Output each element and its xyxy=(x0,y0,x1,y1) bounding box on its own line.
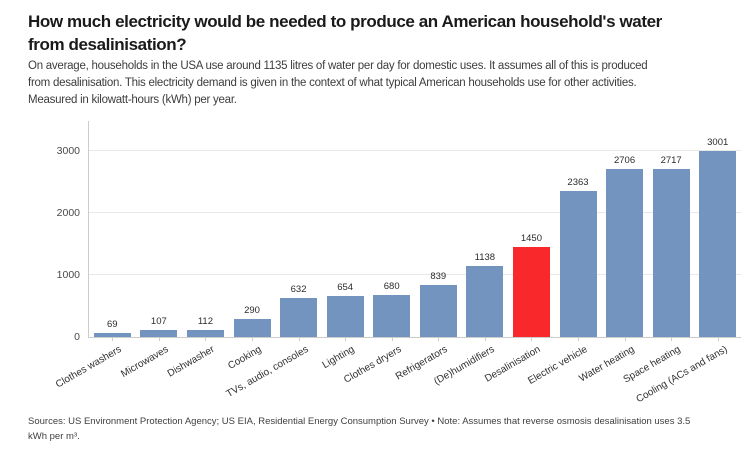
x-axis-tick xyxy=(578,337,579,341)
bar-value-label: 112 xyxy=(197,316,213,328)
x-axis-tick xyxy=(624,337,626,341)
bar-value-label: 2363 xyxy=(567,176,589,188)
bar-value-label: 680 xyxy=(383,280,400,292)
bar xyxy=(140,330,178,337)
y-tick-label: 1000 xyxy=(56,269,80,281)
bar-value-label: 654 xyxy=(337,282,354,294)
bar xyxy=(466,266,504,337)
bar-value-label: 839 xyxy=(430,270,447,282)
bar xyxy=(186,330,224,337)
bar-highlight-desalinisation xyxy=(512,247,550,337)
x-axis-tick xyxy=(298,337,300,341)
chart-subtitle: On average, households in the USA use ar… xyxy=(28,60,648,106)
bar xyxy=(606,169,644,337)
bar xyxy=(559,190,597,337)
x-axis-tick xyxy=(158,337,160,341)
chart-title: How much electricity would be needed to … xyxy=(28,12,662,54)
x-axis-tick xyxy=(671,337,673,341)
y-tick-label: 0 xyxy=(74,331,80,343)
bar xyxy=(233,319,271,337)
x-axis-tick xyxy=(438,337,440,341)
x-axis-tick xyxy=(531,337,533,341)
bar xyxy=(373,294,411,337)
bar-value-label: 1450 xyxy=(520,233,542,245)
x-axis-tick xyxy=(717,337,719,341)
x-axis-tick xyxy=(345,337,347,341)
bar-value-label: 2717 xyxy=(660,154,682,166)
y-tick-label: 2000 xyxy=(56,207,80,219)
bar xyxy=(652,168,690,337)
bar-value-label: 107 xyxy=(150,316,167,328)
bar-value-label: 3001 xyxy=(707,136,729,148)
bar xyxy=(93,332,131,337)
x-axis-tick xyxy=(391,337,393,341)
bar xyxy=(419,284,457,337)
x-axis-tick xyxy=(252,337,253,341)
bar-value-label: 2706 xyxy=(613,155,636,167)
gridline-1000 xyxy=(89,274,741,275)
y-tick-label: 3000 xyxy=(56,145,80,157)
bar-value-label: 69 xyxy=(107,318,118,330)
bar xyxy=(280,297,318,337)
x-axis-tick xyxy=(484,337,486,341)
x-axis-tick xyxy=(205,337,207,341)
source-note: Sources: US Environment Protection Agenc… xyxy=(28,416,691,442)
bar-value-label: 290 xyxy=(244,305,260,317)
x-axis-tick xyxy=(112,337,114,341)
bar-value-label: 1138 xyxy=(474,252,496,264)
gridline-2000 xyxy=(89,212,741,213)
bar xyxy=(699,150,737,337)
gridline-3000 xyxy=(89,150,741,151)
bar xyxy=(326,296,364,337)
bar-value-label: 632 xyxy=(290,283,307,295)
plot-area: 69 Clothes washers 107 Microwaves 112 Dishwas… xyxy=(54,121,741,405)
